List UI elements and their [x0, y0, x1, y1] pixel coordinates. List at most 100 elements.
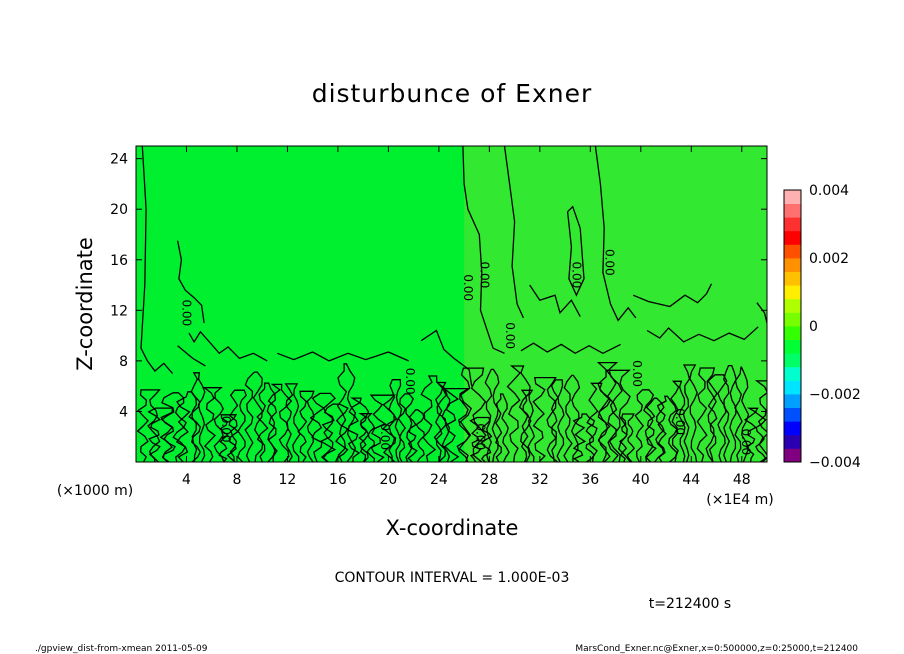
boundary-contour: [550, 379, 565, 462]
boundary-contour: [520, 389, 536, 462]
y-tick-label: 16: [110, 253, 128, 269]
colorbar-swatch: [784, 353, 801, 368]
contour-label: 0.00: [739, 428, 753, 455]
boundary-contour: [202, 387, 225, 462]
y-tick-label: 20: [110, 202, 128, 218]
boundary-contour: [267, 383, 293, 462]
boundary-contour: [734, 366, 750, 462]
boundary-contour: [369, 394, 398, 462]
x-tick-label: 32: [531, 472, 549, 488]
colorbar-swatch: [784, 230, 801, 245]
colorbar-swatch: [784, 258, 801, 272]
boundary-contour: [696, 367, 717, 462]
contour-interval-text: CONTOUR INTERVAL = 1.000E-03: [335, 570, 570, 586]
contour-line: [529, 284, 581, 317]
boundary-contour: [397, 393, 414, 462]
boundary-contour: [407, 409, 425, 462]
x-tick-label: 40: [632, 472, 650, 488]
colorbar-label: 0.002: [809, 251, 849, 267]
contour-line: [140, 146, 174, 374]
y-tick-label: 4: [119, 404, 128, 420]
x-tick-label: 44: [682, 472, 700, 488]
colorbar-swatch: [784, 366, 801, 381]
colorbar-swatch: [784, 217, 801, 232]
colorbar-swatch: [784, 421, 801, 436]
x-unit-label-right: (×1E4 m): [706, 492, 773, 508]
x-tick-label: 36: [581, 472, 599, 488]
colorbar-swatch: [784, 190, 801, 204]
contour-label: 0.00: [603, 249, 617, 276]
colorbar-swatch: [784, 448, 801, 463]
boundary-contour: [586, 382, 612, 462]
contour-label: 0.00: [219, 416, 233, 443]
contour-line: [503, 146, 524, 319]
boundary-contour: [682, 364, 698, 462]
contour-label: 0.00: [378, 423, 392, 450]
contour-label: 0.00: [673, 408, 687, 435]
boundary-contour: [495, 393, 510, 462]
boundary-contour: [596, 361, 623, 462]
colorbar-label: 0: [809, 319, 818, 335]
colorbar-swatch: [784, 312, 801, 327]
colorbar-frame: [783, 189, 802, 463]
colorbar-label: −0.004: [809, 455, 861, 471]
colorbar-swatch: [784, 298, 801, 313]
contour-line: [632, 283, 713, 308]
boundary-contour: [244, 371, 264, 462]
footer-right: MarsCond_Exner.nc@Exner,x=0:500000,z=0:2…: [575, 644, 858, 654]
x-tick-label: 12: [279, 472, 297, 488]
colorbar-swatch: [784, 244, 801, 259]
y-axis: 4 8 12 16 20 24: [110, 152, 767, 420]
y-tick-label: 8: [119, 354, 128, 370]
contour-label: 0.00: [630, 360, 644, 387]
footer-left: ./gpview_dist-from-xmean 2011-05-09: [35, 644, 208, 654]
boundary-contour: [347, 397, 370, 462]
colorbar-swatch: [784, 285, 801, 300]
boundary-contour: [707, 374, 728, 462]
chart-title: disturbunce of Exner: [312, 79, 593, 108]
contour-line: [277, 351, 409, 362]
y-tick-label: 12: [110, 303, 128, 319]
contour-line: [566, 205, 585, 297]
x-tick-label: 48: [733, 472, 751, 488]
contour-line: [520, 342, 621, 355]
boundary-contour: [572, 413, 596, 462]
colorbar-swatch: [784, 203, 801, 218]
x-tick-label: 20: [379, 472, 397, 488]
boundary-contour: [190, 372, 206, 462]
boundary-contour: [136, 389, 161, 462]
contour-label: 0.00: [403, 368, 417, 395]
boundary-layer-contours: [136, 361, 767, 462]
contour-line: [188, 330, 268, 362]
x-tick-label: 28: [480, 472, 498, 488]
colorbar-swatch: [784, 434, 801, 449]
plot-frame: [135, 145, 768, 463]
colorbar-swatch: [784, 394, 801, 408]
boundary-contour: [159, 392, 187, 462]
contour-label: 0.00: [503, 322, 517, 349]
colorbar-swatch: [784, 271, 801, 286]
boundary-contour: [605, 369, 631, 462]
colorbar-swatch: [784, 339, 801, 354]
colorbar: 0.004 0.002 0 −0.002 −0.004: [783, 183, 861, 471]
contour-lines: [140, 146, 767, 387]
contour-label: 0.00: [461, 274, 475, 301]
boundary-contour: [229, 389, 247, 462]
x-tick-label: 16: [329, 472, 347, 488]
contour-line: [176, 240, 205, 324]
x-tick-label: 4: [182, 472, 191, 488]
boundary-contour: [284, 383, 301, 462]
x-tick-label: 24: [430, 472, 448, 488]
colorbar-swatch: [784, 380, 801, 395]
plume-shading: [464, 146, 767, 462]
y-tick-label: 24: [110, 152, 128, 168]
x-tick-label: 8: [232, 472, 241, 488]
colorbar-label: 0.004: [809, 183, 849, 199]
boundary-contour: [358, 413, 376, 462]
colorbar-swatch: [784, 407, 801, 422]
colorbar-swatch: [784, 326, 801, 340]
plot-area: 0.00 0.00 0.00 0.00 0.00 0.00 0.00 0.00 0.00 0.00…: [135, 145, 768, 463]
contour-label: 0.00: [180, 299, 194, 326]
contour-line: [756, 302, 767, 324]
